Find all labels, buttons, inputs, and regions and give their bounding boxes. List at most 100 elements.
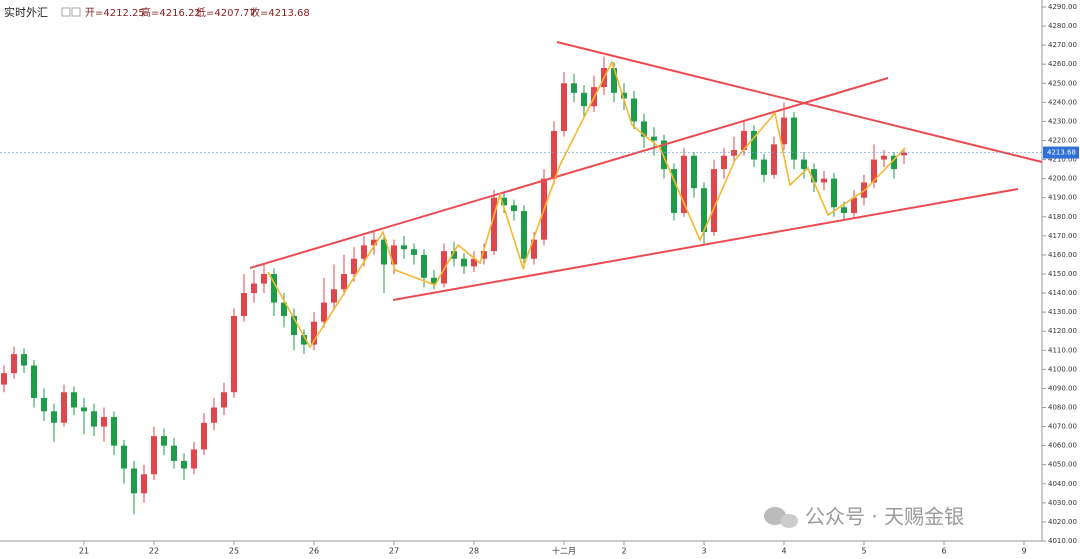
watermark-icon (764, 507, 798, 528)
candle-body (181, 460, 187, 469)
candle-body (651, 136, 657, 141)
y-tick-label: 4260.00 (1048, 60, 1077, 68)
candle-body (801, 159, 807, 170)
y-tick-label: 4150.00 (1048, 270, 1077, 278)
candle-body (111, 417, 117, 446)
candle-body (131, 468, 137, 494)
candle-body (641, 121, 647, 137)
candle-body (191, 449, 197, 469)
last-price-box (1043, 146, 1079, 159)
y-tick-label: 4030.00 (1048, 499, 1077, 507)
x-tick-label: 26 (309, 547, 319, 556)
y-tick-label: 4040.00 (1048, 480, 1077, 488)
y-tick-label: 4050.00 (1048, 461, 1077, 469)
y-tick-label: 4220.00 (1048, 136, 1077, 144)
x-tick-label: 6 (941, 547, 946, 556)
candle-body (751, 130, 757, 160)
candle-body (301, 335, 307, 345)
y-tick-label: 4250.00 (1048, 79, 1077, 87)
trendlines (249, 41, 1043, 301)
x-tick-label: 3 (701, 547, 706, 556)
low-text: 低=4207.77 (196, 6, 256, 19)
y-tick-label: 4060.00 (1048, 442, 1077, 450)
candle-body (481, 251, 487, 259)
candle-body (581, 92, 587, 107)
candle-body (51, 411, 57, 423)
y-tick-label: 4170.00 (1048, 232, 1077, 240)
y-tick-label: 4190.00 (1048, 194, 1077, 202)
candle-body (521, 211, 527, 259)
candle-body (311, 321, 317, 345)
candle-body (501, 197, 507, 206)
plot (1, 56, 907, 515)
y-tick-label: 4290.00 (1048, 3, 1077, 11)
y-tick-label: 4230.00 (1048, 117, 1077, 125)
candle-body (71, 392, 77, 408)
trendline (392, 188, 1019, 301)
candle-body (281, 302, 287, 316)
candle-body (781, 117, 787, 145)
candle-body (151, 436, 157, 475)
icon (71, 7, 81, 17)
candle-body (341, 273, 347, 290)
candle-body (21, 354, 27, 366)
y-tick-label: 4210.00 (1048, 156, 1077, 164)
candle-body (811, 169, 817, 183)
candle-body (771, 144, 777, 175)
y-tick-label: 4010.00 (1048, 537, 1077, 545)
candle-body (701, 188, 707, 233)
x-tick-label: 28 (469, 547, 479, 556)
candle-body (661, 140, 667, 170)
candle-body (171, 445, 177, 461)
candle-body (491, 197, 497, 252)
y-tick-label: 4280.00 (1048, 22, 1077, 30)
candle-body (221, 392, 227, 408)
candle-body (11, 354, 17, 374)
candle-body (271, 273, 277, 303)
y-tick-label: 4080.00 (1048, 403, 1077, 411)
x-tick-label: 27 (389, 547, 399, 556)
candle-body (321, 302, 327, 322)
candle-body (411, 249, 417, 255)
candle-body (351, 258, 357, 274)
candle-body (91, 411, 97, 427)
candle-body (511, 205, 517, 212)
close-text: 收=4213.68 (250, 6, 310, 19)
candle-body (791, 117, 797, 160)
candle-body (381, 239, 387, 265)
symbol: 实时外汇 (4, 5, 48, 19)
candle-body (671, 169, 677, 213)
candle-body (201, 422, 207, 450)
trendline (556, 41, 1043, 163)
candle-body (881, 155, 887, 160)
candle-body (401, 245, 407, 250)
candle-body (851, 197, 857, 213)
candle-body (251, 283, 257, 294)
high-text: 高=4216.22 (141, 6, 201, 19)
candle-body (721, 155, 727, 170)
candle-body (691, 155, 697, 189)
x-tick-label: 25 (229, 547, 239, 556)
y-tick-label: 4090.00 (1048, 384, 1077, 392)
candle-body (31, 365, 37, 398)
candle-body (291, 315, 297, 336)
x-tick-label: 十二月 (552, 546, 576, 556)
y-tick-label: 4140.00 (1048, 289, 1077, 297)
candle-body (461, 258, 467, 267)
candle-body (441, 251, 447, 284)
candle-body (741, 130, 747, 151)
candle-body (211, 407, 217, 423)
candle-body (471, 258, 477, 267)
candle-body (371, 239, 377, 246)
y-tick-label: 4100.00 (1048, 365, 1077, 373)
watermark: 公众号 · 天赐金银 (805, 505, 964, 529)
candle-body (531, 239, 537, 259)
candle-body (331, 289, 337, 303)
y-tick-label: 4120.00 (1048, 327, 1077, 335)
candle-body (821, 178, 827, 183)
x-tick-label: 4 (781, 547, 786, 556)
y-tick-label: 4130.00 (1048, 308, 1077, 316)
candle-body (831, 178, 837, 208)
candle-body (451, 251, 457, 259)
